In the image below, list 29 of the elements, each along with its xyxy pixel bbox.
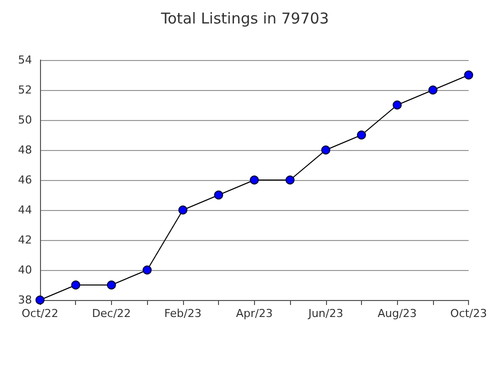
point [178,206,188,214]
x-tick-label: Jun/23 [307,307,344,320]
x-tick-label: Apr/23 [236,307,273,320]
point [214,190,224,200]
y-tick-label: 46 [18,174,32,186]
point [142,266,152,274]
y-tick-label: 42 [18,234,32,246]
y-tick-label: 50 [18,114,32,126]
x-tick-label: Feb/23 [164,307,202,320]
point [428,86,438,94]
x-tick-label: Oct/22 [22,307,58,320]
point [464,70,474,80]
point [286,176,295,184]
chart-title: Total Listings in 79703 [160,10,329,28]
point [250,176,259,184]
y-tick-label: 54 [18,54,32,66]
x-tick-label: Oct/23 [450,307,488,320]
y-tick-label: 52 [18,84,32,96]
point [356,130,366,140]
y-tick-label: 38 [18,294,32,306]
point [321,146,330,154]
y-tick-label: 44 [18,204,32,216]
x-tick-label: Aug/23 [378,307,417,320]
point [106,280,116,290]
x-tick-label: Dec/22 [92,307,131,320]
y-tick-label: 48 [18,144,32,156]
y-tick-label: 40 [18,264,32,276]
point [71,280,80,290]
point [392,100,402,110]
